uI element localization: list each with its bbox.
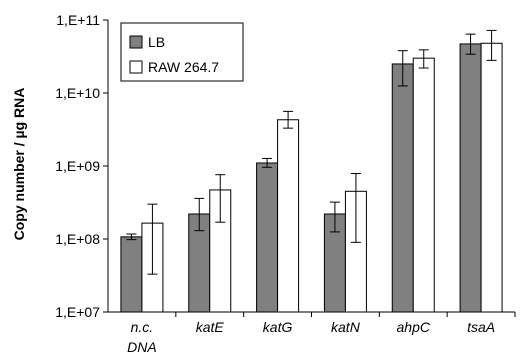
y-tick-label-3: 1,E+10 (55, 85, 100, 101)
bars-layer (120, 42, 503, 313)
bar-lb-5 (459, 43, 482, 313)
y-tick-label-0: 1,E+07 (55, 304, 100, 320)
x-tick-label-1-0: katE (196, 319, 225, 335)
y-axis-title: Copy number / µg RNA (11, 88, 27, 241)
bar-lb-0 (120, 236, 143, 313)
bar-lb-2 (256, 162, 279, 313)
bar-raw-2 (277, 119, 300, 313)
legend-swatch-lb (129, 35, 143, 49)
x-tick-label-2-0: katG (263, 319, 293, 335)
y-tick-label-4: 1,E+11 (56, 12, 100, 28)
legend-label-raw: RAW 264.7 (148, 59, 219, 75)
bar-raw-4 (412, 57, 435, 313)
legend: LB RAW 264.7 (120, 22, 244, 82)
bar-raw-5 (480, 42, 503, 313)
x-tick-label-3-0: katN (331, 319, 361, 335)
y-tick-label-2: 1,E+09 (55, 158, 100, 174)
x-tick-label-0-0: n.c. (131, 319, 154, 335)
x-tick-label-4-0: ahpC (397, 319, 431, 335)
legend-label-lb: LB (148, 34, 165, 50)
x-tick-label-5-0: tsaA (467, 319, 495, 335)
labels-layer: 1,E+07 1,E+08 1,E+09 1,E+10 1,E+11 n.c. DNA kat… (55, 12, 495, 355)
y-tick-label-1: 1,E+08 (55, 231, 100, 247)
bar-lb-4 (391, 63, 414, 313)
axes-layer (103, 19, 516, 317)
x-tick-label-0-1: DNA (127, 339, 157, 355)
error-bars-layer (126, 29, 497, 275)
legend-swatch-raw (129, 60, 143, 74)
